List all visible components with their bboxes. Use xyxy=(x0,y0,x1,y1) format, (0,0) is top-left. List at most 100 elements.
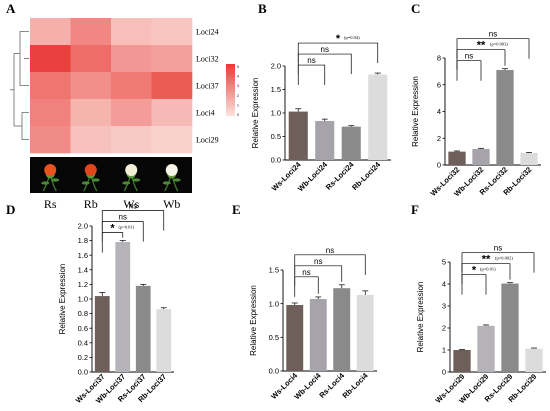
y-tick-label: 0 xyxy=(442,368,446,377)
y-tick-label: 0.5 xyxy=(271,132,281,141)
panel-letter: A xyxy=(6,1,16,16)
heatmap-cell xyxy=(30,72,71,100)
heatmap-panel: A Loci24 Loci32 Loci37 Loci4 Loci29 5 4 3 2 1 0 Rs Rb… xyxy=(6,1,239,211)
color-legend-tick: 3 xyxy=(237,84,239,88)
significance-bracket xyxy=(461,263,511,284)
y-tick-label: 1.5 xyxy=(271,85,281,94)
significance-label: * xyxy=(472,265,477,277)
panel-letter: E xyxy=(232,202,241,217)
significance-label: ns xyxy=(489,30,497,39)
x-tick-label: Rb-Loci4 xyxy=(341,370,371,400)
color-legend-bar xyxy=(226,64,235,116)
y-tick-label: 0.2 xyxy=(78,353,88,362)
heatmap-cell xyxy=(151,126,193,154)
y-tick-label: 1.2 xyxy=(78,280,88,289)
bar xyxy=(315,120,335,160)
significance-label: ns xyxy=(302,268,310,277)
y-tick-label: 0 xyxy=(437,161,441,170)
heatmap-row-label: Loci32 xyxy=(196,55,219,64)
bar xyxy=(525,348,543,372)
y-tick-label: 6 xyxy=(437,80,441,89)
bar xyxy=(496,70,514,165)
y-tick-label: 2.0 xyxy=(78,222,88,231)
y-tick-label: 0.5 xyxy=(269,333,279,342)
heatmap-cell xyxy=(111,99,152,127)
y-tick-label: 4 xyxy=(442,280,446,289)
y-tick-label: 3 xyxy=(442,302,446,311)
significance-label: ns xyxy=(129,202,137,211)
bar xyxy=(333,288,351,371)
flower-leaf xyxy=(162,181,171,185)
significance-label: ns xyxy=(494,244,502,253)
photo-strip xyxy=(30,157,192,193)
flower-tuft xyxy=(127,164,135,172)
heatmap-col-label: Rs xyxy=(44,197,57,211)
flower-leaf xyxy=(122,181,131,185)
flower-leaf xyxy=(91,178,100,182)
y-tick-label: 4 xyxy=(437,107,441,116)
significance-label: ** xyxy=(482,254,491,266)
dendrogram-branch xyxy=(21,112,29,140)
significance-bracket xyxy=(294,276,319,297)
flower-photos xyxy=(30,157,192,193)
bar-chart-d: D 0.0 0.2 0.4 0.6 0.8 1.0 1.2 1.4 1.6 1.8 2.0 Relati… xyxy=(6,202,174,405)
bar xyxy=(356,294,374,371)
y-axis-label: Relative Expression xyxy=(58,264,67,335)
panel-letter: D xyxy=(6,202,15,217)
heatmap-cell xyxy=(151,18,193,46)
p-value-label: (p=0.01) xyxy=(480,267,496,272)
color-legend-tick: 0 xyxy=(237,113,239,117)
bar xyxy=(453,350,471,372)
bar xyxy=(472,148,490,165)
significance-label: ns xyxy=(321,45,329,54)
x-tick-label: Rb-Loci24 xyxy=(350,159,383,192)
heatmap-cell xyxy=(30,18,71,46)
significance-label: ** xyxy=(477,40,486,52)
flower-tuft xyxy=(87,164,95,172)
color-legend-tick: 5 xyxy=(237,65,239,69)
x-tick-label: Wb-Loci24 xyxy=(296,159,330,193)
color-legend-tick: 1 xyxy=(237,103,239,107)
heatmap-row-label: Loci24 xyxy=(196,28,219,37)
y-tick-label: 0.4 xyxy=(78,338,88,347)
heatmap-cell xyxy=(151,99,193,127)
bar xyxy=(520,152,538,165)
p-value-label: (p=0.04) xyxy=(344,35,360,40)
flower-leaf xyxy=(81,181,90,185)
y-axis-label: Relative Expression xyxy=(249,285,258,356)
heatmap-col-label: Wb xyxy=(163,197,180,211)
significance-label: ns xyxy=(119,213,127,222)
heatmap-cell xyxy=(30,99,71,127)
color-legend-tick: 2 xyxy=(237,94,239,98)
bar xyxy=(501,283,519,372)
p-value-label: (p=0.01) xyxy=(119,225,135,230)
y-tick-label: 0.0 xyxy=(269,367,279,376)
row-dendrogram xyxy=(10,31,29,140)
heatmap-col-label: Ws xyxy=(123,197,139,211)
significance-bracket xyxy=(456,60,482,81)
y-tick-label: 0.0 xyxy=(271,156,281,165)
significance-bracket xyxy=(461,274,487,295)
significance-bracket xyxy=(297,42,379,64)
heatmap-cell xyxy=(151,72,193,100)
significance-label: * xyxy=(110,223,115,235)
y-tick-label: 1 xyxy=(442,346,446,355)
bar xyxy=(115,242,131,372)
flower-leaf xyxy=(132,178,141,182)
heatmap-cell xyxy=(30,126,71,154)
heatmap-cell xyxy=(70,126,112,154)
heatmap-row-label: Loci37 xyxy=(196,82,219,91)
significance-label: * xyxy=(336,33,341,45)
y-tick-label: 1.0 xyxy=(271,109,281,118)
y-tick-label: 2.0 xyxy=(271,62,281,71)
y-tick-label: 2 xyxy=(437,134,441,143)
significance-label: ns xyxy=(326,246,334,255)
y-tick-label: 0.8 xyxy=(78,309,88,318)
bar xyxy=(368,74,388,160)
significance-bracket xyxy=(456,38,530,59)
significance-label: ns xyxy=(307,56,315,65)
